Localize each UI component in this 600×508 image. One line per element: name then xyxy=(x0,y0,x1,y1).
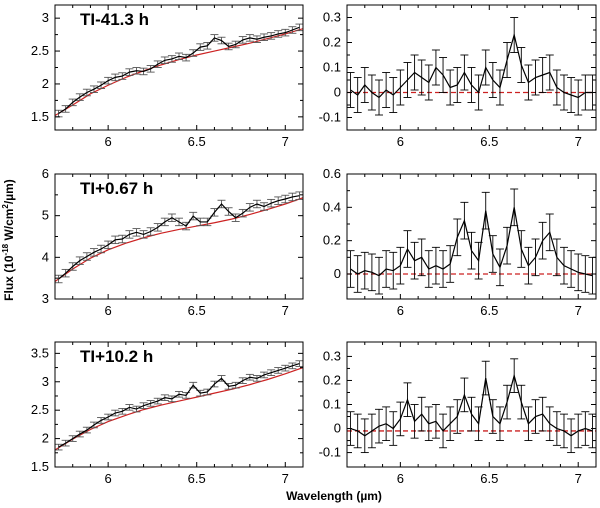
y-tick-label: 0.3 xyxy=(323,348,341,363)
plot-area xyxy=(55,360,303,451)
x-tick-label: 7 xyxy=(282,303,289,318)
x-tick-label: 6.5 xyxy=(480,471,498,486)
x-tick-label: 6 xyxy=(105,471,112,486)
y-tick-label: 3 xyxy=(42,291,49,306)
panel-spectrum-row-1: 6 6.5 7 3 4 5 6 TI+0.67 h xyxy=(42,166,304,318)
x-tick-label: 7 xyxy=(575,303,582,318)
x-tick-label: 6.5 xyxy=(188,471,206,486)
y-tick-label: 4 xyxy=(42,249,49,264)
x-tick-label: 7 xyxy=(575,471,582,486)
x-tick-label: 6.5 xyxy=(188,303,206,318)
y-tick-label: 6 xyxy=(42,166,49,181)
y-tick-label: -0.1 xyxy=(319,110,341,125)
x-tick-label: 6 xyxy=(105,134,112,149)
x-axis-title: Wavelength (µm) xyxy=(286,489,382,503)
y-tick-label: 2.5 xyxy=(31,43,49,58)
y-tick-label: 3.5 xyxy=(31,345,49,360)
plot-area xyxy=(55,191,303,284)
panel-residual-row-1: 6 6.5 7 0 0.2 0.4 0.6 xyxy=(323,166,597,318)
panel-label: TI-41.3 h xyxy=(80,10,149,29)
y-tick-label: 0.2 xyxy=(323,233,341,248)
x-tick-label: 6 xyxy=(397,134,404,149)
model-line xyxy=(55,28,303,117)
y-tick-label: -0.1 xyxy=(319,445,341,460)
panel-spectrum-row-2: 6 6.5 7 1.5 2 2.5 3 3.5 TI+10.2 h xyxy=(31,341,304,486)
x-tick-label: 6 xyxy=(105,303,112,318)
y-tick-label: 0.3 xyxy=(323,10,341,25)
x-tick-label: 6 xyxy=(397,471,404,486)
model-line xyxy=(55,197,303,282)
y-tick-label: 3 xyxy=(42,10,49,25)
y-tick-label: 0.4 xyxy=(323,199,341,214)
y-tick-label: 0.1 xyxy=(323,397,341,412)
y-tick-label: 2 xyxy=(42,76,49,91)
plot-area xyxy=(55,23,303,118)
x-tick-label: 7 xyxy=(282,134,289,149)
panel-spectrum-row-0: 6 6.5 7 1.5 2 2.5 3 TI-41.3 h xyxy=(31,4,304,149)
panel-residual-row-2: 6 6.5 7 -0.1 0 0.1 0.2 0.3 xyxy=(319,341,597,486)
plot-area xyxy=(347,17,596,116)
data-line xyxy=(350,207,593,277)
y-tick-label: 1.5 xyxy=(31,109,49,124)
x-tick-label: 6.5 xyxy=(480,303,498,318)
y-tick-label: 2 xyxy=(42,431,49,446)
plot-area xyxy=(347,188,596,295)
plot-area xyxy=(347,358,596,454)
y-tick-label: 5 xyxy=(42,208,49,223)
x-tick-label: 6.5 xyxy=(480,134,498,149)
model-line xyxy=(55,367,303,451)
data-line xyxy=(350,373,593,437)
x-tick-label: 6.5 xyxy=(188,134,206,149)
data-line xyxy=(58,26,300,115)
y-tick-label: 0 xyxy=(334,421,341,436)
y-tick-label: 0.1 xyxy=(323,60,341,75)
y-tick-label: 0.6 xyxy=(323,166,341,181)
y-tick-label: 3 xyxy=(42,374,49,389)
panel-residual-row-0: 6 6.5 7 -0.1 0 0.1 0.2 0.3 xyxy=(319,4,597,149)
panel-label: TI+10.2 h xyxy=(80,347,153,366)
data-line xyxy=(58,195,300,280)
y-tick-label: 0 xyxy=(334,266,341,281)
data-line xyxy=(58,363,300,448)
panel-label: TI+0.67 h xyxy=(80,179,153,198)
y-tick-label: 2.5 xyxy=(31,402,49,417)
data-line xyxy=(350,32,593,99)
y-tick-label: 0.2 xyxy=(323,372,341,387)
y-tick-label: 0 xyxy=(334,85,341,100)
x-tick-label: 7 xyxy=(575,134,582,149)
x-tick-label: 7 xyxy=(282,471,289,486)
y-tick-label: 0.2 xyxy=(323,35,341,50)
y-axis-title: Flux (10-18 W/cm2/µm) xyxy=(1,179,16,301)
y-tick-label: 1.5 xyxy=(31,459,49,474)
x-tick-label: 6 xyxy=(397,303,404,318)
